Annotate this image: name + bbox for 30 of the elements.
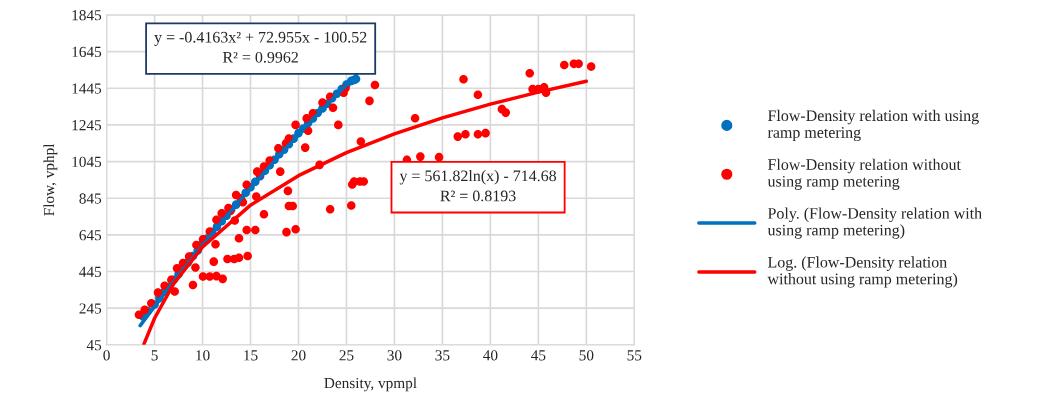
- y-tick-label: 1245: [72, 120, 102, 131]
- x-tick-label: 25: [339, 350, 354, 361]
- annotation: y = 561.82ln(x) - 714.68 R² = 0.8193: [399, 169, 557, 202]
- y-tick-label: 1045: [72, 156, 102, 167]
- x-tick-label: 50: [579, 350, 594, 361]
- y-tick-label: 645: [79, 230, 102, 241]
- legend-label: Poly. (Flow-Density relation with using ramp metering): [767, 207, 982, 239]
- y-axis-title: Flow, vphpl: [43, 143, 58, 216]
- legend-label: Flow-Density relation with using ramp metering: [767, 109, 979, 142]
- y-tick-label: 1645: [72, 46, 102, 58]
- x-tick-label: 5: [151, 350, 158, 361]
- x-tick-label: 30: [387, 350, 402, 361]
- x-tick-label: 40: [483, 350, 498, 361]
- x-tick-label: 15: [244, 350, 258, 361]
- y-tick-label: 845: [79, 193, 102, 204]
- annotation: y = -0.4163x² + 72.955x - 100.52 R² = 0.9962: [154, 31, 367, 63]
- y-tick-label: 445: [79, 266, 102, 277]
- y-tick-label: 1845: [72, 10, 102, 21]
- x-tick-label: 35: [435, 350, 450, 361]
- x-tick-label: 0: [103, 350, 110, 361]
- x-axis-title: Density, vpmpl: [324, 377, 417, 392]
- y-tick-label: 45: [86, 340, 102, 351]
- legend-label: Flow-Density relation without using ramp metering: [767, 158, 961, 190]
- y-tick-label: 245: [79, 303, 102, 314]
- x-tick-label: 55: [627, 350, 642, 361]
- x-tick-label: 10: [196, 350, 210, 361]
- x-tick-label: 20: [291, 350, 306, 361]
- y-tick-label: 1445: [72, 83, 102, 94]
- legend-label: Log. (Flow-Density relation without using ramp metering): [767, 256, 958, 288]
- x-tick-label: 45: [531, 350, 546, 361]
